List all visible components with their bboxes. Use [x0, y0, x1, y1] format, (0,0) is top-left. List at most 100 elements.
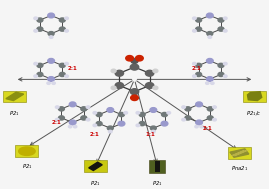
Circle shape [58, 107, 64, 111]
Polygon shape [6, 92, 24, 101]
Circle shape [34, 17, 37, 20]
FancyBboxPatch shape [155, 161, 160, 172]
Circle shape [196, 72, 201, 77]
Circle shape [111, 69, 116, 73]
Circle shape [86, 118, 90, 121]
Circle shape [47, 82, 50, 84]
Circle shape [52, 82, 55, 84]
Circle shape [118, 121, 125, 126]
Circle shape [107, 108, 114, 112]
Circle shape [48, 77, 54, 81]
Circle shape [59, 27, 65, 31]
Circle shape [136, 124, 140, 127]
Circle shape [37, 72, 43, 77]
Circle shape [211, 82, 214, 84]
Circle shape [73, 125, 77, 128]
Circle shape [96, 122, 102, 126]
Text: P2$_1$/c: P2$_1$/c [246, 109, 262, 118]
Circle shape [139, 122, 145, 126]
Circle shape [130, 64, 139, 70]
Polygon shape [247, 92, 262, 101]
Circle shape [93, 124, 97, 127]
Circle shape [34, 75, 37, 77]
Circle shape [206, 82, 209, 84]
Circle shape [86, 106, 90, 108]
Circle shape [37, 63, 43, 67]
Text: 2:1: 2:1 [68, 66, 77, 70]
Circle shape [48, 13, 54, 18]
Circle shape [136, 56, 143, 61]
Circle shape [65, 17, 68, 20]
Circle shape [69, 120, 76, 125]
Circle shape [218, 27, 224, 31]
Text: P2$_1$: P2$_1$ [9, 109, 20, 118]
Circle shape [81, 116, 87, 120]
Circle shape [208, 36, 212, 38]
Circle shape [136, 112, 140, 114]
Circle shape [126, 56, 133, 61]
Circle shape [81, 107, 87, 111]
Polygon shape [230, 149, 249, 157]
Circle shape [131, 95, 138, 101]
Text: P2$_1$: P2$_1$ [90, 179, 101, 188]
Circle shape [130, 89, 139, 95]
Circle shape [153, 86, 158, 90]
Circle shape [218, 18, 224, 22]
Circle shape [146, 70, 154, 76]
Circle shape [161, 121, 168, 126]
Circle shape [193, 62, 196, 65]
Circle shape [218, 63, 224, 67]
Circle shape [146, 83, 154, 88]
Circle shape [224, 75, 227, 77]
Circle shape [182, 106, 185, 108]
Circle shape [49, 36, 53, 38]
Circle shape [111, 86, 116, 90]
Circle shape [182, 118, 185, 121]
Text: P2$_1$: P2$_1$ [22, 162, 32, 171]
Circle shape [207, 13, 213, 18]
Circle shape [59, 63, 65, 67]
Circle shape [218, 72, 224, 77]
Text: 1:1: 1:1 [146, 132, 155, 137]
Circle shape [207, 107, 213, 111]
Circle shape [58, 116, 64, 120]
FancyBboxPatch shape [243, 91, 266, 102]
FancyBboxPatch shape [228, 147, 251, 159]
Circle shape [55, 106, 59, 108]
Circle shape [196, 63, 201, 67]
Circle shape [185, 116, 191, 120]
Circle shape [65, 62, 68, 65]
Circle shape [167, 112, 171, 114]
Circle shape [151, 130, 155, 133]
Text: 2:1: 2:1 [202, 126, 212, 131]
Text: P2$_1$: P2$_1$ [152, 179, 163, 188]
Circle shape [224, 17, 227, 20]
Circle shape [93, 112, 97, 114]
Circle shape [193, 29, 196, 32]
Circle shape [34, 62, 37, 65]
Circle shape [196, 120, 202, 125]
Circle shape [65, 75, 68, 77]
Text: 2:1: 2:1 [192, 66, 201, 70]
Circle shape [55, 118, 59, 121]
Circle shape [207, 32, 213, 36]
Circle shape [195, 125, 198, 128]
Circle shape [59, 18, 65, 22]
Circle shape [224, 29, 227, 32]
Circle shape [124, 112, 128, 114]
Circle shape [150, 126, 156, 130]
Circle shape [153, 69, 158, 73]
Circle shape [108, 130, 112, 133]
Circle shape [96, 112, 102, 117]
Circle shape [59, 72, 65, 77]
Circle shape [224, 62, 227, 65]
Circle shape [162, 112, 168, 117]
Circle shape [65, 29, 68, 32]
Circle shape [185, 107, 191, 111]
Circle shape [207, 77, 213, 81]
Circle shape [107, 126, 113, 130]
Circle shape [207, 59, 213, 63]
Circle shape [131, 59, 138, 63]
Circle shape [196, 27, 201, 31]
Circle shape [150, 108, 157, 112]
